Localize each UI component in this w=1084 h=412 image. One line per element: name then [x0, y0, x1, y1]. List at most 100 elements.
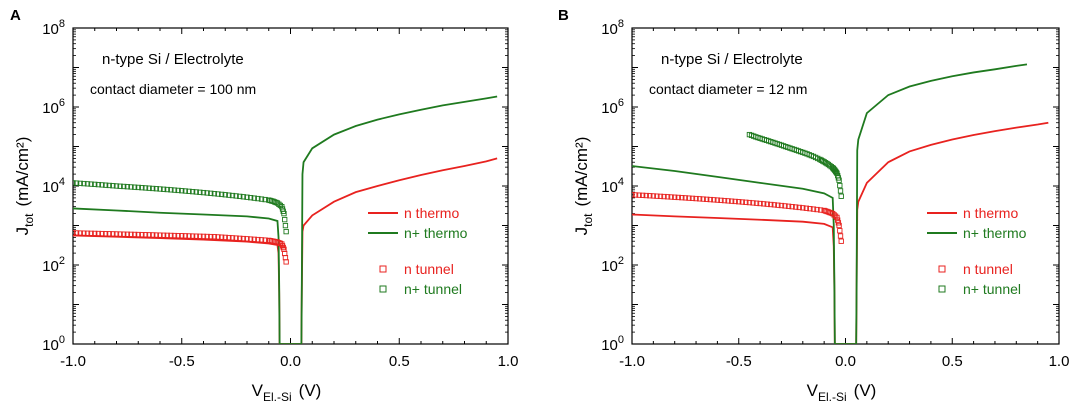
data-point-interp — [837, 233, 844, 239]
data-point-interp — [171, 232, 178, 239]
data-point-interp — [822, 160, 829, 166]
y-tick-base: 10 — [601, 258, 618, 275]
y-tick-label: 106 — [42, 97, 65, 117]
data-point-interp — [204, 190, 210, 196]
legend-item: n+ thermo — [927, 225, 1027, 241]
y-tick-base: 10 — [601, 100, 618, 117]
data-point-interp — [753, 200, 760, 206]
data-point — [836, 222, 842, 229]
data-point-interp — [229, 235, 236, 241]
data-point-interp — [771, 202, 777, 208]
x-tick-label: -1.0 — [619, 353, 645, 370]
data-point-interp — [150, 185, 156, 192]
x-tick-label-text: 0.0 — [280, 353, 301, 370]
legend-label: n+ tunnel — [963, 281, 1021, 297]
x-tick-label-text: -0.5 — [169, 353, 195, 370]
data-point — [124, 231, 131, 237]
y-axis-label-main: J — [13, 227, 32, 236]
x-tick-label: 0.5 — [942, 353, 963, 370]
y-tick-exp: 8 — [618, 18, 624, 30]
data-point-interp — [251, 195, 257, 201]
data-point-interp — [229, 192, 236, 199]
y-tick-exp: 0 — [59, 334, 65, 346]
data-point-interp — [142, 232, 149, 238]
data-point-interp — [208, 190, 214, 196]
data-point-interp — [164, 232, 170, 238]
data-point — [693, 195, 699, 202]
data-point-interp — [276, 201, 282, 207]
legend-marker-swatch — [379, 265, 387, 273]
data-point-interp — [197, 233, 203, 239]
data-point-interp — [807, 206, 813, 212]
legend-marker-swatch — [938, 265, 946, 273]
legend-label-text: n thermo — [404, 205, 459, 221]
y-tick-exp: 4 — [59, 176, 65, 188]
x-axis-label-main: V — [252, 381, 264, 400]
data-point-interp — [837, 188, 844, 194]
data-point-interp — [193, 189, 199, 195]
data-point-interp — [280, 208, 286, 214]
panel-letter: A — [10, 7, 21, 24]
data-point-interp — [689, 195, 696, 202]
data-point — [135, 184, 141, 191]
data-point-interp — [282, 216, 288, 223]
data-point-interp — [721, 197, 728, 204]
data-point-interp — [835, 220, 842, 226]
legend-label-text: n+ tunnel — [404, 281, 462, 297]
data-point-interp — [711, 197, 717, 203]
data-point-interp — [150, 232, 156, 238]
annotation-contact-text: contact diameter = 12 nm — [649, 81, 807, 97]
data-point — [255, 195, 261, 202]
data-point — [255, 236, 261, 243]
data-point-interp — [750, 200, 756, 206]
x-tick-label: 1.0 — [1049, 353, 1070, 370]
data-point-interp — [718, 197, 724, 203]
data-point-interp — [833, 169, 839, 175]
data-point — [211, 234, 218, 240]
y-tick-base: 10 — [42, 258, 59, 275]
legend-label-text: n+ thermo — [404, 225, 468, 241]
data-point-interp — [171, 187, 178, 193]
x-axis-label: VEl.-Si (V) — [252, 381, 322, 404]
data-point-interp — [657, 193, 664, 200]
data-point — [211, 191, 218, 197]
data-point — [135, 231, 141, 238]
y-tick-label: 106 — [601, 97, 624, 117]
y-axis-label-unit: (mA/cm²) — [13, 137, 32, 207]
data-point — [146, 185, 152, 191]
data-point-interp — [282, 250, 288, 257]
y-tick-label: 102 — [601, 255, 624, 275]
data-point — [244, 236, 250, 242]
x-tick-label: 0.5 — [389, 353, 410, 370]
y-tick-base: 10 — [601, 337, 618, 354]
data-point — [102, 182, 109, 188]
data-point-interp — [280, 244, 286, 251]
data-point-interp — [182, 188, 189, 194]
y-tick-exp: 4 — [618, 176, 624, 188]
data-point — [650, 193, 657, 199]
data-point-interp — [128, 231, 134, 238]
data-point — [146, 232, 152, 238]
data-point — [168, 232, 174, 239]
series-n-tunnel — [746, 131, 844, 199]
data-point-interp — [696, 196, 703, 202]
data-point-interp — [739, 199, 745, 205]
data-point-interp — [276, 240, 282, 246]
data-point — [736, 199, 742, 205]
data-point — [789, 204, 795, 210]
panel-a: A-1.0 -0.5 0.0 0.5 1.0100102104106108VEl.-Si… — [10, 7, 518, 404]
series-n-tunnel — [73, 180, 289, 235]
data-point-interp — [84, 230, 91, 236]
data-point — [714, 197, 721, 203]
data-point-interp — [668, 194, 674, 200]
data-point-interp — [247, 195, 254, 201]
x-tick-label: 0.0 — [280, 353, 301, 370]
data-point — [768, 201, 774, 208]
data-point — [640, 192, 646, 198]
data-area — [73, 95, 498, 344]
y-tick-exp: 2 — [59, 255, 65, 267]
data-point-interp — [743, 199, 749, 205]
data-point-interp — [99, 230, 105, 237]
data-point-interp — [186, 188, 192, 194]
